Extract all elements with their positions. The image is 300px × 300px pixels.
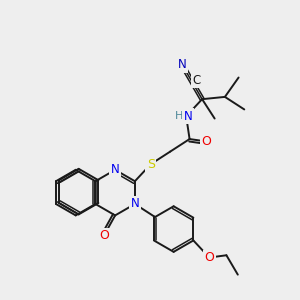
- Text: H: H: [175, 111, 183, 121]
- Text: S: S: [147, 158, 155, 171]
- Text: O: O: [202, 135, 212, 148]
- Text: N: N: [130, 197, 139, 211]
- Text: N: N: [178, 58, 187, 71]
- Text: O: O: [99, 230, 109, 242]
- Text: C: C: [193, 74, 201, 87]
- Text: N: N: [111, 163, 119, 176]
- Text: O: O: [204, 251, 214, 264]
- Text: N: N: [184, 110, 193, 123]
